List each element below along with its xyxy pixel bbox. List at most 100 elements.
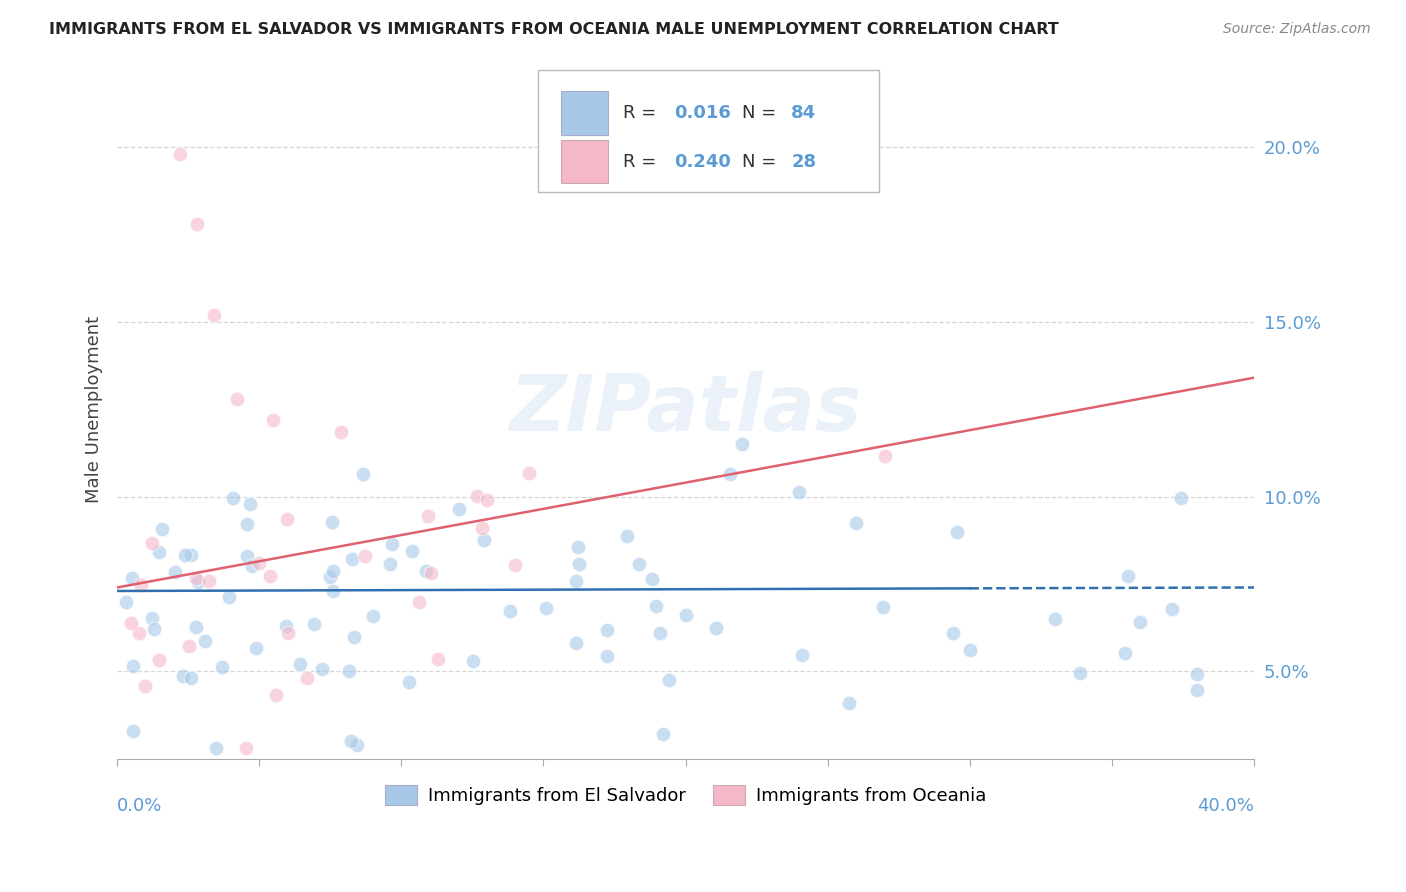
Point bbox=[322, 583, 344, 598]
Point bbox=[134, 679, 156, 693]
Point bbox=[239, 497, 262, 511]
Text: Source: ZipAtlas.com: Source: ZipAtlas.com bbox=[1223, 22, 1371, 37]
Point bbox=[534, 600, 557, 615]
Point bbox=[946, 524, 969, 539]
Point bbox=[942, 626, 965, 640]
Point bbox=[651, 727, 673, 741]
Point bbox=[236, 517, 259, 532]
Point bbox=[474, 533, 496, 547]
FancyBboxPatch shape bbox=[561, 140, 609, 183]
Point bbox=[675, 607, 697, 622]
Point bbox=[169, 147, 191, 161]
Text: 0.016: 0.016 bbox=[675, 103, 731, 122]
Point bbox=[498, 604, 520, 618]
Point bbox=[141, 536, 163, 550]
Point bbox=[311, 662, 333, 676]
Point bbox=[180, 548, 202, 562]
Point bbox=[704, 621, 727, 635]
Point bbox=[249, 556, 271, 570]
Point bbox=[198, 574, 221, 588]
Point bbox=[302, 616, 325, 631]
Point bbox=[503, 558, 526, 572]
Point bbox=[120, 616, 142, 631]
Point bbox=[361, 609, 384, 624]
Point bbox=[408, 595, 430, 609]
Point bbox=[658, 673, 681, 688]
Point bbox=[202, 308, 225, 322]
Point bbox=[321, 515, 343, 529]
Point bbox=[1043, 612, 1066, 626]
Point bbox=[718, 467, 741, 482]
Text: 40.0%: 40.0% bbox=[1197, 797, 1254, 815]
Point bbox=[616, 529, 638, 543]
Point bbox=[872, 599, 894, 614]
Text: R =: R = bbox=[623, 103, 662, 122]
Text: 0.240: 0.240 bbox=[675, 153, 731, 170]
Point bbox=[236, 549, 259, 564]
Point bbox=[565, 574, 588, 588]
Point bbox=[378, 557, 401, 571]
Point bbox=[318, 570, 340, 584]
Point bbox=[172, 669, 194, 683]
Point bbox=[330, 425, 353, 440]
Point bbox=[235, 741, 257, 756]
Point bbox=[381, 537, 404, 551]
Point bbox=[339, 734, 361, 748]
Point bbox=[115, 595, 138, 609]
Point bbox=[242, 558, 264, 573]
Text: N =: N = bbox=[742, 153, 782, 170]
Point bbox=[398, 674, 420, 689]
Point bbox=[121, 723, 143, 738]
Point bbox=[131, 577, 153, 591]
Point bbox=[177, 639, 200, 653]
Point bbox=[463, 654, 485, 668]
Point bbox=[475, 492, 498, 507]
Point bbox=[645, 599, 668, 613]
Point bbox=[221, 491, 243, 505]
FancyBboxPatch shape bbox=[538, 70, 879, 193]
Point bbox=[1129, 615, 1152, 629]
Point bbox=[346, 738, 368, 752]
Point bbox=[873, 449, 896, 463]
Point bbox=[186, 217, 208, 231]
Text: R =: R = bbox=[623, 153, 662, 170]
Point bbox=[845, 516, 868, 530]
Point bbox=[596, 623, 619, 637]
Point bbox=[297, 671, 319, 685]
Point bbox=[225, 392, 247, 406]
Point bbox=[342, 552, 364, 566]
Point bbox=[401, 543, 423, 558]
Point bbox=[426, 652, 449, 666]
Point bbox=[838, 696, 860, 710]
Text: 28: 28 bbox=[792, 153, 817, 170]
Point bbox=[1185, 667, 1208, 681]
Point bbox=[187, 574, 209, 589]
Point bbox=[186, 620, 208, 634]
Point bbox=[447, 502, 470, 516]
Point bbox=[648, 626, 671, 640]
Point bbox=[141, 611, 163, 625]
FancyBboxPatch shape bbox=[561, 91, 609, 135]
Point bbox=[277, 626, 299, 640]
Point bbox=[564, 636, 586, 650]
Point bbox=[1161, 602, 1184, 616]
Point bbox=[641, 573, 664, 587]
Point bbox=[596, 649, 619, 664]
Text: IMMIGRANTS FROM EL SALVADOR VS IMMIGRANTS FROM OCEANIA MALE UNEMPLOYMENT CORRELA: IMMIGRANTS FROM EL SALVADOR VS IMMIGRANT… bbox=[49, 22, 1059, 37]
Point bbox=[415, 564, 437, 578]
Point bbox=[148, 652, 170, 666]
Point bbox=[322, 564, 344, 578]
Point bbox=[467, 490, 489, 504]
Point bbox=[787, 484, 810, 499]
Point bbox=[274, 619, 297, 633]
Point bbox=[148, 545, 170, 559]
Point bbox=[1185, 682, 1208, 697]
Point bbox=[568, 558, 591, 572]
Point bbox=[567, 540, 589, 554]
Point bbox=[352, 467, 374, 481]
Point bbox=[627, 557, 650, 571]
Point bbox=[121, 572, 143, 586]
Point bbox=[1114, 646, 1136, 660]
Text: N =: N = bbox=[742, 103, 782, 122]
Point bbox=[354, 549, 377, 563]
